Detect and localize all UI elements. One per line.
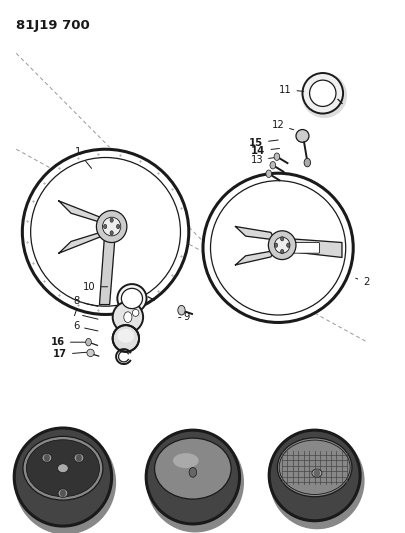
Text: 10: 10 (83, 282, 107, 292)
Text: 7: 7 (70, 309, 98, 319)
Text: 81J19 700: 81J19 700 (16, 19, 90, 31)
Circle shape (103, 224, 107, 229)
Text: 4: 4 (38, 504, 55, 521)
Ellipse shape (201, 171, 354, 325)
Ellipse shape (268, 231, 295, 260)
Circle shape (286, 243, 289, 247)
Ellipse shape (113, 325, 139, 352)
Circle shape (313, 469, 319, 478)
Circle shape (110, 218, 113, 222)
Text: 11: 11 (278, 85, 303, 94)
Ellipse shape (311, 469, 321, 477)
FancyBboxPatch shape (293, 243, 319, 253)
Ellipse shape (279, 440, 349, 495)
Ellipse shape (121, 288, 142, 309)
Text: 1: 1 (75, 147, 92, 168)
Text: 9: 9 (178, 312, 190, 321)
Circle shape (189, 467, 196, 477)
Circle shape (110, 231, 113, 235)
Polygon shape (59, 201, 105, 224)
Circle shape (85, 338, 91, 346)
Circle shape (44, 454, 50, 462)
Circle shape (280, 237, 283, 241)
Circle shape (269, 161, 275, 169)
Ellipse shape (74, 454, 83, 462)
Ellipse shape (301, 72, 346, 118)
Ellipse shape (21, 147, 190, 317)
Ellipse shape (309, 80, 335, 107)
Polygon shape (99, 238, 115, 304)
Circle shape (280, 249, 283, 254)
Ellipse shape (173, 453, 198, 468)
Ellipse shape (269, 432, 364, 529)
Ellipse shape (302, 73, 342, 114)
Ellipse shape (154, 438, 230, 499)
Text: 6: 6 (72, 321, 98, 331)
Ellipse shape (277, 438, 351, 497)
Circle shape (76, 454, 82, 462)
Text: 12: 12 (271, 120, 293, 130)
Text: 13: 13 (250, 155, 279, 165)
Ellipse shape (117, 284, 146, 313)
Circle shape (265, 170, 271, 177)
Circle shape (177, 305, 185, 315)
Circle shape (116, 224, 119, 229)
Ellipse shape (58, 464, 68, 473)
Ellipse shape (26, 440, 99, 497)
Text: 15: 15 (248, 138, 277, 148)
Ellipse shape (146, 432, 243, 532)
Ellipse shape (42, 454, 52, 462)
Polygon shape (235, 227, 274, 240)
Polygon shape (59, 231, 105, 253)
Circle shape (60, 489, 66, 497)
Polygon shape (235, 251, 274, 265)
Text: 8: 8 (73, 296, 98, 306)
Text: 14: 14 (251, 146, 279, 156)
Ellipse shape (102, 217, 121, 236)
Ellipse shape (117, 329, 134, 343)
Text: 16: 16 (51, 337, 86, 347)
Circle shape (274, 243, 277, 247)
Circle shape (273, 153, 279, 160)
Ellipse shape (269, 430, 359, 521)
Text: 2: 2 (355, 278, 369, 287)
Ellipse shape (295, 130, 308, 142)
Text: 5: 5 (295, 504, 306, 521)
Ellipse shape (58, 489, 68, 498)
Ellipse shape (87, 349, 94, 357)
Ellipse shape (113, 302, 143, 333)
Ellipse shape (274, 237, 289, 253)
Ellipse shape (146, 430, 239, 524)
Circle shape (124, 312, 132, 322)
Circle shape (303, 158, 310, 167)
Ellipse shape (14, 428, 111, 526)
Ellipse shape (96, 211, 127, 243)
Ellipse shape (23, 437, 102, 500)
Text: 17: 17 (53, 350, 90, 359)
Ellipse shape (15, 430, 116, 533)
Polygon shape (290, 239, 341, 257)
Ellipse shape (132, 309, 139, 316)
Text: 3: 3 (186, 504, 192, 521)
